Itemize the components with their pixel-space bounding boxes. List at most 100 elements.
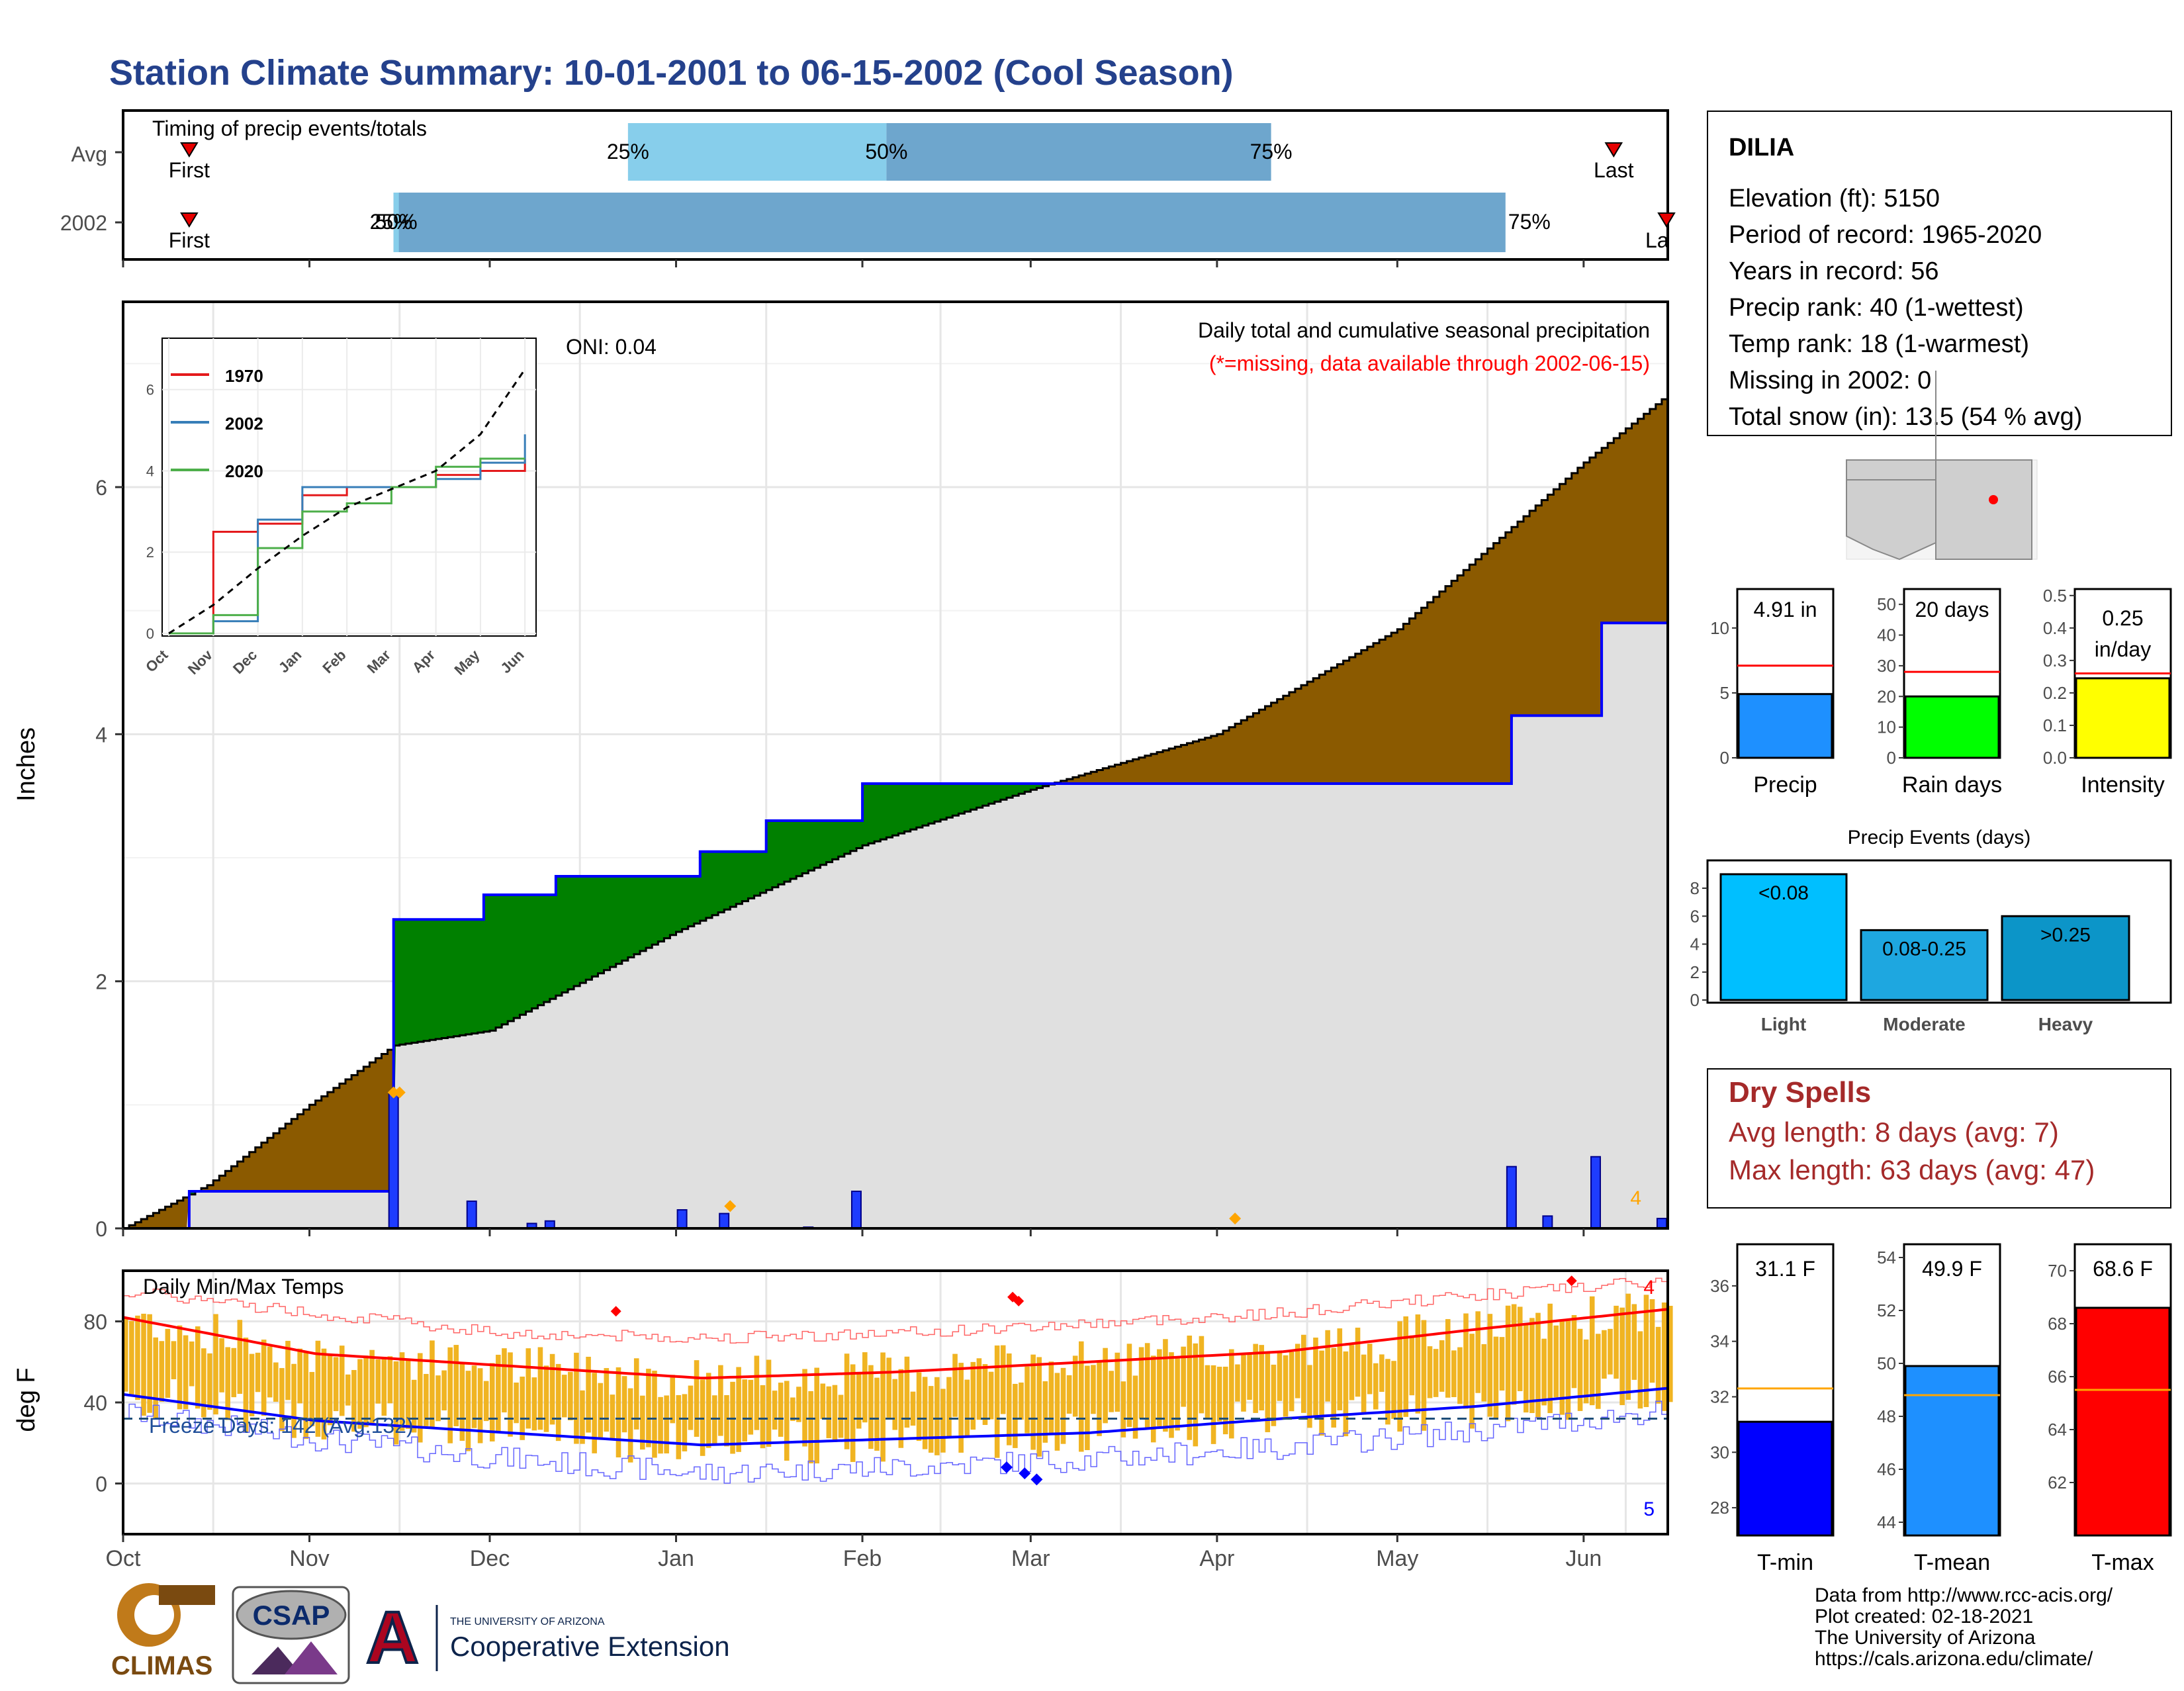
temp-day-bar [1529,1318,1535,1414]
temp-day-bar [1054,1373,1060,1451]
temp-day-bar [129,1320,134,1395]
missing-caption: (*=missing, data available through 2002-… [1209,351,1650,375]
temp-day-bar [940,1389,946,1453]
temp-day-bar [910,1391,916,1426]
month-label: Nov [289,1546,329,1571]
inset-avg-line [168,369,526,635]
temp-day-bar [952,1353,958,1417]
temp-day-bar [832,1385,838,1442]
snow-marker [724,1200,737,1212]
y-tick-label: 0 [95,1217,107,1241]
temp-day-bar [1433,1349,1439,1397]
temp-day-bar [1138,1347,1144,1419]
temp-summary-tick: 32 [1710,1387,1729,1406]
temp-summary-tick: 64 [2048,1420,2067,1440]
temp-day-bar [682,1394,688,1451]
temp-day-bar [531,1377,537,1431]
summary-tick: 0.3 [2043,651,2067,670]
temp-summary-tick: 50 [1877,1353,1896,1373]
temp-y-label: 0 [95,1472,107,1496]
event-bar-heavy [2001,915,2130,1001]
temp-day-bar [489,1363,495,1441]
temp-day-bar [1379,1354,1385,1392]
summary-value: 4.91 in [1753,598,1817,621]
temp-day-bar [1024,1366,1030,1434]
temp-day-bar [742,1379,747,1442]
temp-day-bar [640,1395,645,1450]
summary-bars: 0 5 10 4.91 in Precip 0 10 20 30 40 50 20 days Rain … [1710,586,2172,798]
temp-day-bar [465,1371,471,1451]
temp-summary-tick: 48 [1877,1406,1896,1426]
temp-y-label: 80 [83,1310,107,1334]
temp-day-bar [321,1348,327,1440]
info-snow: Total snow (in): 13.5 (54 % avg) [1729,403,2082,431]
temp-day-bar [1150,1355,1156,1443]
temp-day-bar [555,1363,561,1441]
temp-day-bar [1487,1314,1493,1417]
temp-day-bar [976,1358,982,1420]
year-pct-50: 50% [375,210,418,234]
daily-precip-bars [387,1086,1667,1230]
temp-day-bar [760,1385,766,1449]
footer-created: Plot created: 02-18-2021 [1815,1606,2033,1627]
temp-max-count: 4 [1643,1277,1655,1299]
temp-summary-tick: 70 [2048,1261,2067,1281]
temp-day-bar [1541,1338,1547,1406]
temp-day-bar [273,1362,279,1402]
temp-day-bar [1222,1366,1228,1435]
daily-bar [1506,1165,1517,1229]
temp-day-bar [1030,1354,1036,1450]
temp-day-bar [303,1351,309,1440]
temp-day-bar [561,1375,567,1418]
temp-day-bar [1427,1346,1433,1398]
temp-day-bar [1036,1357,1042,1457]
temp-day-bar [1577,1328,1583,1411]
temp-day-bar [664,1395,669,1454]
temp-panel: 0 40 80 Oct Nov Dec Jan Feb Mar Apr May Jun Daily M… [13,1269,1673,1571]
temp-day-bar [1625,1293,1631,1400]
temp-ylabel: deg F [13,1367,40,1432]
temp-day-bar [447,1347,453,1443]
event-bar-label: >0.25 [2040,924,2091,946]
temp-day-bar [850,1364,856,1462]
summary-tick: 50 [1877,594,1896,614]
timing-row-year: 2002 [60,211,107,235]
temp-day-bar [766,1359,772,1447]
temp-day-bar [892,1379,898,1430]
temp-day-bar [1524,1324,1529,1413]
temp-day-bar [309,1371,315,1426]
temp-day-bar [1253,1344,1258,1413]
temp-day-bar [418,1353,423,1443]
info-elevation: Elevation (ft): 5150 [1729,185,1940,212]
temp-day-bar [1631,1304,1637,1380]
month-label: Jan [658,1546,694,1571]
temp-summary-bar-1 [1904,1365,2000,1537]
temp-day-bar [237,1320,243,1394]
record-high-marker [1013,1295,1024,1306]
temp-day-bar [598,1383,604,1438]
temp-day-bar [1013,1383,1018,1448]
temp-day-bar [736,1367,741,1452]
temp-summary-bar-0 [1737,1420,1833,1537]
temp-day-bar [964,1379,970,1438]
page-title: Station Climate Summary: 10-01-2001 to 0… [109,53,1234,93]
temp-day-bar [621,1376,627,1433]
temp-day-bar [549,1353,555,1425]
temp-day-bar [1132,1375,1138,1439]
daily-bar [388,1091,399,1229]
year-pct-75: 75% [1508,210,1551,234]
temp-day-bar [1144,1343,1150,1429]
dry-max-length: Max length: 63 days (avg: 47) [1729,1154,2095,1185]
event-category: Heavy [2038,1014,2093,1034]
temp-day-bar [1205,1365,1210,1419]
temp-day-bar [633,1358,639,1430]
temp-day-bar [441,1370,447,1411]
temp-day-bar [1066,1375,1072,1414]
precip-events-chart: Precip Events (days) 0 2 4 6 8 <0.08 Light 0.08-… [1690,827,2172,1034]
daily-bar [1542,1215,1553,1230]
lower-envelope-area [123,623,1666,1228]
daily-bar [466,1200,477,1230]
